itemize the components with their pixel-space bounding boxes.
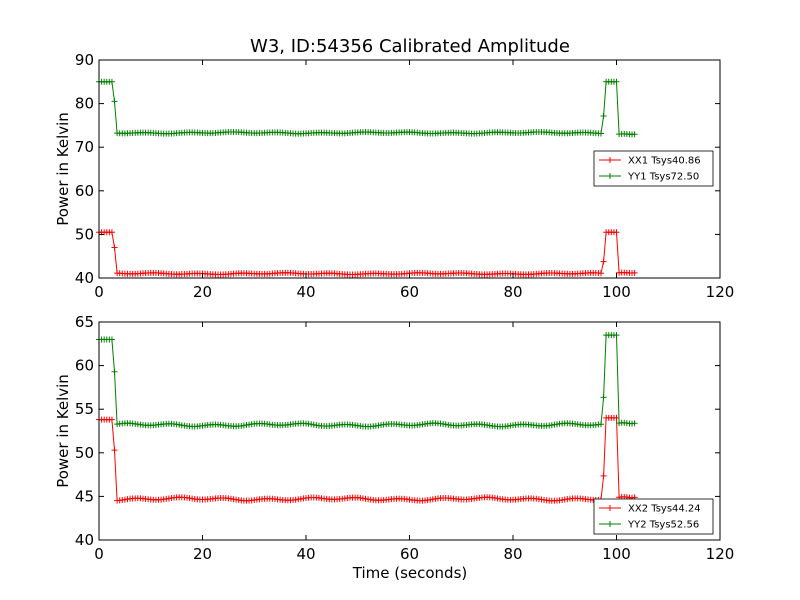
top-y-axis-label: Power in Kelvin <box>54 112 72 226</box>
bottom-plot-area <box>96 332 638 504</box>
top-series-1-point <box>631 131 638 138</box>
top-series-0-point <box>613 229 620 236</box>
top-y-tick-label: 80 <box>75 95 94 113</box>
top-series-1-point <box>613 78 620 85</box>
bottom-x-tick-label: 40 <box>296 545 315 563</box>
top-series-1-point <box>600 113 607 120</box>
top-y-tick-label: 50 <box>75 225 94 243</box>
top-series-0-point <box>600 258 607 265</box>
top-x-tick-label: 40 <box>296 283 315 301</box>
top-series-0-point <box>631 269 638 276</box>
bottom-y-tick-label: 40 <box>75 531 94 549</box>
bottom-x-tick-label: 80 <box>503 545 522 563</box>
bottom-x-tick-label: 120 <box>706 545 735 563</box>
legend-marker-xx2 <box>607 505 613 511</box>
bottom-y-tick-label: 50 <box>75 444 94 462</box>
top-x-tick-label: 20 <box>193 283 212 301</box>
top-x-tick-label: 120 <box>706 283 735 301</box>
top-y-tick-label: 60 <box>75 182 94 200</box>
legend-label-yy1: YY1 Tsys72.50 <box>627 172 699 183</box>
top-series-1-point <box>597 130 604 137</box>
legend-label-yy2: YY2 Tsys52.56 <box>627 520 699 531</box>
top-y-tick-label: 90 <box>75 51 94 69</box>
top-series-0-point <box>108 229 115 236</box>
bottom-series-1-point <box>111 368 118 375</box>
top-series-0-point <box>111 244 118 251</box>
top-legend-box <box>593 150 714 187</box>
bottom-series-1-point <box>597 421 604 428</box>
top-x-tick-label: 100 <box>602 283 631 301</box>
bottom-x-tick-label: 100 <box>602 545 631 563</box>
bottom-legend: XX2 Tsys44.24 YY2 Tsys52.56 <box>593 498 714 535</box>
bottom-series-1-point <box>613 332 620 339</box>
bottom-series-1-point <box>600 394 607 401</box>
bottom-y-tick-label: 45 <box>75 487 94 505</box>
top-x-tick-label: 80 <box>503 283 522 301</box>
top-series-1-point <box>111 98 118 105</box>
bottom-y-tick-label: 60 <box>75 357 94 375</box>
bottom-ticks: 0 20 40 60 80 100 120 40 45 50 55 60 65 <box>75 313 734 563</box>
bottom-series-1-point <box>631 420 638 427</box>
top-ticks: 0 20 40 60 80 100 120 40 50 60 70 80 90 <box>75 51 734 301</box>
top-plot-area <box>96 78 638 278</box>
top-x-tick-label: 60 <box>400 283 419 301</box>
top-x-tick-label: 0 <box>94 283 104 301</box>
legend-marker-yy1 <box>607 173 613 179</box>
bottom-subplot: Power in Kelvin Time (seconds) 0 20 40 60 80… <box>54 313 734 582</box>
bottom-series-0-point <box>111 447 118 454</box>
x-axis-label: Time (seconds) <box>352 564 468 582</box>
bottom-series-0-point <box>108 416 115 423</box>
bottom-y-tick-label: 55 <box>75 400 94 418</box>
chart-title: W3, ID:54356 Calibrated Amplitude <box>250 36 570 57</box>
top-series-0-point <box>597 270 604 277</box>
bottom-legend-box <box>593 498 714 535</box>
bottom-y-tick-label: 65 <box>75 313 94 331</box>
bottom-x-tick-label: 60 <box>400 545 419 563</box>
bottom-x-tick-label: 0 <box>94 545 104 563</box>
bottom-series-1-point <box>108 336 115 343</box>
top-series-1-point <box>108 78 115 85</box>
top-subplot: W3, ID:54356 Calibrated Amplitude Power … <box>54 36 734 301</box>
top-y-tick-label: 70 <box>75 138 94 156</box>
legend-label-xx2: XX2 Tsys44.24 <box>628 504 701 515</box>
bottom-y-axis-label: Power in Kelvin <box>54 374 72 488</box>
legend-marker-yy2 <box>607 521 613 527</box>
top-legend: XX1 Tsys40.86 YY1 Tsys72.50 <box>593 150 714 187</box>
bottom-series-0-point <box>600 472 607 479</box>
top-y-tick-label: 40 <box>75 269 94 287</box>
legend-marker-xx1 <box>607 157 613 163</box>
bottom-x-tick-label: 20 <box>193 545 212 563</box>
legend-label-xx1: XX1 Tsys40.86 <box>628 156 701 167</box>
